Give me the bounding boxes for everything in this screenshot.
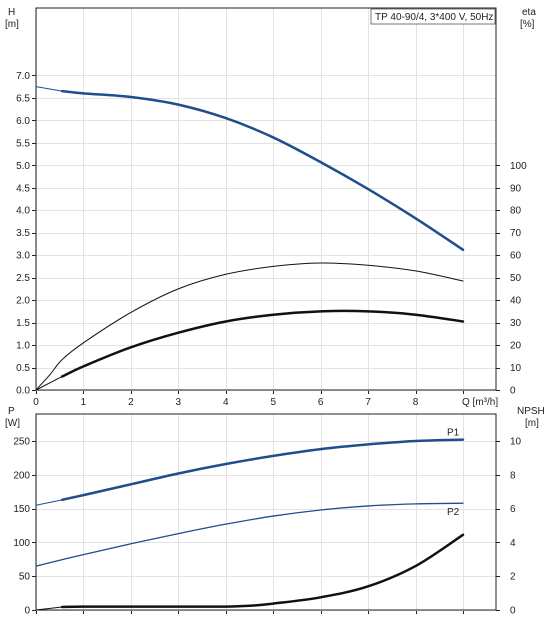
y-right-tick-label: 80	[510, 206, 522, 217]
x-tick-label: 3	[176, 397, 182, 408]
y-left-axis-label: P	[8, 406, 15, 417]
y-left-tick-label: 3.5	[16, 228, 30, 239]
y-right-tick-label: 10	[510, 363, 522, 374]
y-right-axis-label: NPSH	[517, 406, 545, 417]
x-tick-label: 0	[33, 397, 39, 408]
series-line-4	[60, 309, 465, 378]
y-right-tick-label: 30	[510, 318, 522, 329]
y-left-tick-label: 50	[19, 572, 31, 583]
y-left-tick-label: 100	[13, 538, 30, 549]
x-tick-label: 8	[413, 397, 419, 408]
series-label-p1: P1	[447, 428, 460, 439]
y-left-tick-label: 7.0	[16, 71, 30, 82]
plot-area	[35, 7, 497, 391]
x-tick-label: 2	[128, 397, 134, 408]
p1-series-line-0	[35, 499, 63, 506]
y-left-tick-label: 4.5	[16, 183, 30, 194]
series-label-p2: P2	[447, 507, 460, 518]
x-tick-label: 5	[270, 397, 276, 408]
y-left-axis-unit: [m]	[5, 19, 19, 30]
y-left-tick-label: 0.5	[16, 363, 30, 374]
y-right-tick-label: 50	[510, 273, 522, 284]
y-left-tick-label: 250	[13, 437, 30, 448]
y-right-tick-label: 60	[510, 251, 522, 262]
y-right-tick-label: 100	[510, 161, 527, 172]
chart-title: TP 40-90/4, 3*400 V, 50Hz	[375, 12, 493, 23]
y-left-tick-label: 1.5	[16, 318, 30, 329]
series-line-4	[60, 533, 465, 609]
y-left-axis-unit: [W]	[5, 418, 20, 429]
y-left-tick-label: 0	[24, 606, 30, 617]
y-right-tick-label: 70	[510, 228, 522, 239]
y-left-tick-label: 0.0	[16, 386, 30, 397]
y-left-tick-label: 150	[13, 504, 30, 515]
x-tick-label: 6	[318, 397, 324, 408]
y-left-tick-label: 4.0	[16, 206, 30, 217]
y-right-tick-label: 4	[510, 538, 516, 549]
series-line-3	[35, 606, 63, 611]
x-tick-label: 4	[223, 397, 229, 408]
y-left-axis-label: H	[8, 7, 15, 18]
series-line-3	[35, 376, 63, 391]
y-left-tick-label: 3.0	[16, 251, 30, 262]
y-right-tick-label: 6	[510, 504, 516, 515]
y-right-tick-label: 90	[510, 183, 522, 194]
p1-series-line-1	[60, 438, 465, 502]
series-line-0	[35, 86, 63, 92]
y-right-tick-label: 0	[510, 386, 516, 397]
p2-series-line-2	[35, 502, 464, 567]
y-right-tick-label: 0	[510, 606, 516, 617]
lower-chart: 0 50 100 150 200 250 0 2 4 6 8 10 P[W] NPSH[m] P1 P2	[5, 406, 545, 617]
x-tick-label: 1	[81, 397, 87, 408]
y-right-axis-label: eta	[522, 7, 536, 18]
y-right-tick-label: 2	[510, 572, 516, 583]
y-right-axis-unit: [%]	[520, 19, 535, 30]
y-left-tick-label: 200	[13, 470, 30, 481]
y-right-tick-label: 20	[510, 341, 522, 352]
y-left-tick-label: 2.5	[16, 273, 30, 284]
series-line-1	[60, 89, 465, 252]
x-tick-label: 7	[365, 397, 371, 408]
y-left-tick-label: 6.5	[16, 93, 30, 104]
plot-frame	[35, 7, 497, 391]
y-right-tick-label: 8	[510, 470, 516, 481]
upper-chart: 0.0 0.5 1.0 1.5 2.0 2.5 3.0 3.5 4.0 4.5 5.0 5.5 6.0 6…	[5, 7, 536, 408]
y-left-tick-label: 2.0	[16, 296, 30, 307]
title-box	[370, 8, 496, 25]
series-line-2	[35, 262, 464, 391]
y-right-tick-label: 10	[510, 437, 522, 448]
y-left-tick-label: 5.5	[16, 138, 30, 149]
y-left-tick-label: 1.0	[16, 341, 30, 352]
plot-frame	[35, 413, 497, 611]
y-right-axis-unit: [m]	[525, 418, 539, 429]
y-right-tick-label: 40	[510, 296, 522, 307]
y-left-tick-label: 6.0	[16, 116, 30, 127]
x-axis-label: Q [m³/h]	[462, 397, 498, 408]
y-left-tick-label: 5.0	[16, 161, 30, 172]
plot-area	[35, 413, 497, 611]
